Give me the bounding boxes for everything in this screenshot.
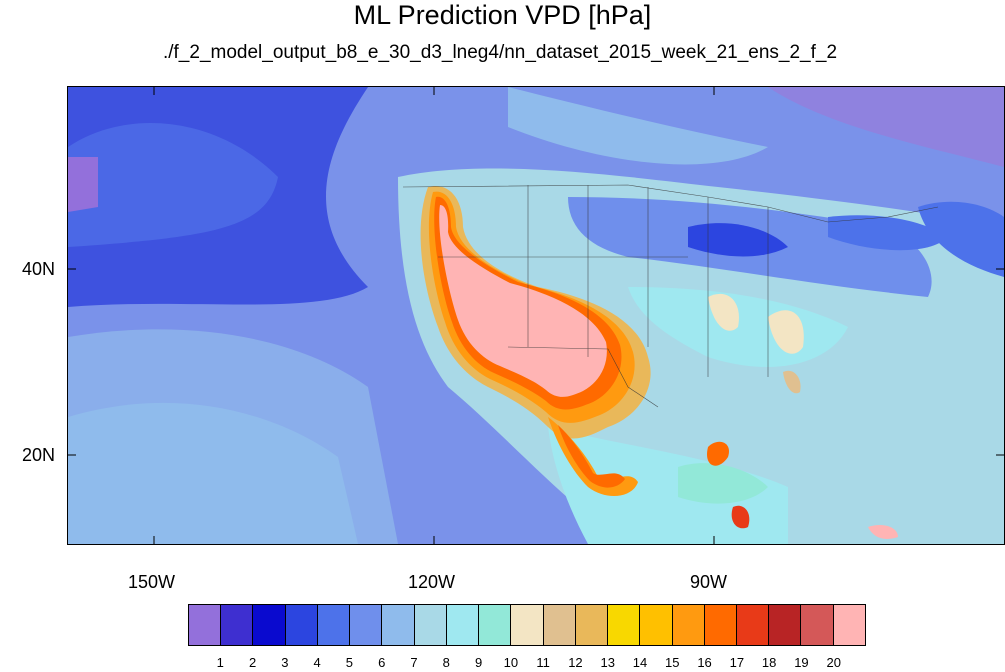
colorbar-swatch bbox=[446, 605, 480, 645]
vpd-map bbox=[67, 86, 1005, 545]
vpd-field bbox=[68, 87, 1004, 544]
colorbar-swatch bbox=[317, 605, 351, 645]
colorbar-tick-label: 20 bbox=[826, 655, 841, 670]
colorbar-tick-label: 3 bbox=[281, 655, 289, 670]
colorbar-tick-label: 8 bbox=[442, 655, 450, 670]
colorbar-tick-label: 1 bbox=[216, 655, 224, 670]
lon-label-150w: 150W bbox=[128, 572, 176, 592]
colorbar-swatch bbox=[575, 605, 609, 645]
colorbar-tick-label: 15 bbox=[665, 655, 680, 670]
colorbar-tick-label: 17 bbox=[729, 655, 745, 670]
lat-label-40n: 40N bbox=[22, 259, 56, 279]
colorbar-tick-label: 9 bbox=[474, 655, 483, 670]
colorbar-swatch bbox=[511, 605, 544, 645]
colorbar-swatch bbox=[801, 605, 834, 645]
colorbar-swatch bbox=[189, 605, 222, 645]
colorbar-tick-label: 7 bbox=[410, 655, 418, 670]
colorbar-tick-label: 13 bbox=[600, 655, 615, 670]
colorbar-swatch bbox=[479, 605, 512, 645]
lat-label-20n: 20N bbox=[22, 445, 56, 465]
colorbar-swatch bbox=[672, 605, 705, 645]
colorbar-tick-label: 6 bbox=[378, 655, 386, 670]
lon-label-90w: 90W bbox=[690, 572, 728, 592]
colorbar-tick-label: 18 bbox=[761, 655, 777, 670]
colorbar-swatch bbox=[350, 605, 383, 645]
colorbar-swatch bbox=[608, 605, 641, 645]
colorbar-tick-label: 16 bbox=[697, 655, 712, 670]
colorbar-tick-label: 14 bbox=[632, 655, 648, 670]
colorbar-swatch bbox=[704, 605, 737, 645]
colorbar-tick-label: 5 bbox=[345, 655, 354, 670]
colorbar-tick-label: 4 bbox=[313, 655, 321, 670]
colorbar-swatch bbox=[736, 605, 770, 645]
colorbar-swatch bbox=[769, 605, 802, 645]
colorbar-swatch bbox=[414, 605, 447, 645]
colorbar-swatch bbox=[833, 605, 865, 645]
colorbar bbox=[188, 604, 866, 646]
colorbar-tick-label: 12 bbox=[568, 655, 583, 670]
lon-label-120w: 120W bbox=[408, 572, 456, 592]
colorbar-tick-label: 2 bbox=[248, 655, 257, 670]
colorbar-swatch bbox=[640, 605, 673, 645]
colorbar-swatch bbox=[221, 605, 254, 645]
colorbar-tick-label: 11 bbox=[536, 655, 550, 670]
colorbar-swatch bbox=[543, 605, 576, 645]
map-subtitle: ./f_2_model_output_b8_e_30_d3_lneg4/nn_d… bbox=[162, 42, 838, 63]
map-title: ML Prediction VPD [hPa] bbox=[353, 0, 652, 30]
colorbar-swatch bbox=[253, 605, 286, 645]
colorbar-tick-label: 10 bbox=[503, 655, 519, 670]
colorbar-swatch bbox=[382, 605, 415, 645]
colorbar-tick-label: 19 bbox=[794, 655, 809, 670]
colorbar-swatch bbox=[285, 605, 318, 645]
colorbar-ticks: 1 2 3 4 5 6 7 8 9 10 11 12 13 14 15 16 17 18 19 20 bbox=[188, 655, 866, 671]
